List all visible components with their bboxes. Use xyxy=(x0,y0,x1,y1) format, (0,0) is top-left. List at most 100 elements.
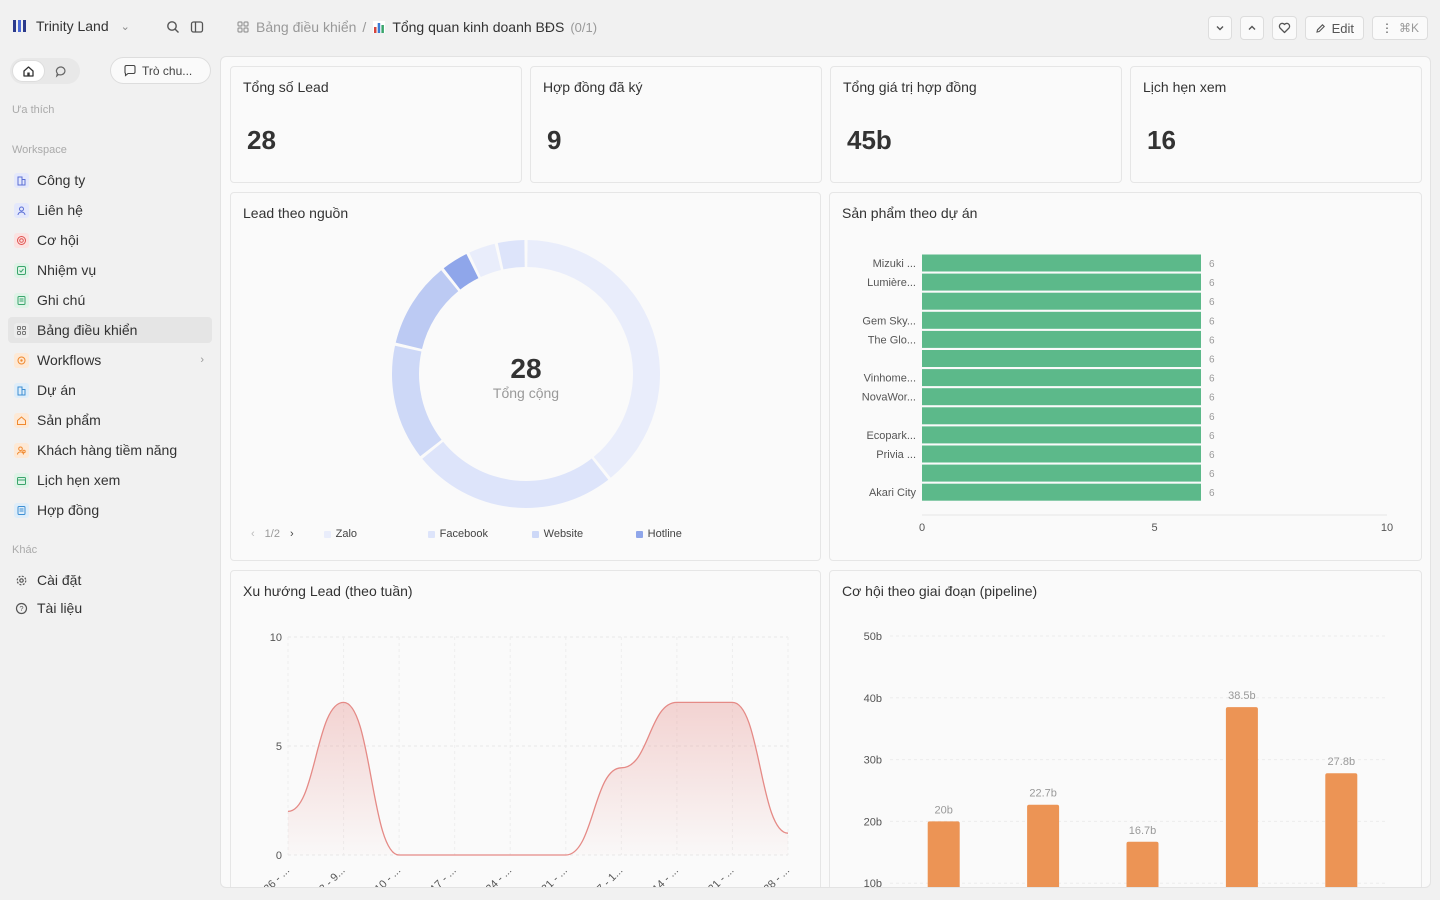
command-shortcut: ⌘K xyxy=(1398,21,1419,35)
new-chat-button[interactable]: Trò chu... xyxy=(110,57,211,84)
y-tick-label: Vinhome... xyxy=(864,373,916,385)
y-tick-label: 50b xyxy=(864,631,882,643)
sidebar-item-label: Lịch hẹn xem xyxy=(37,472,121,488)
user-icon xyxy=(14,202,29,218)
x-tick-label: 10 xyxy=(1381,522,1393,534)
data-label: 6 xyxy=(1209,355,1215,366)
chart-title: Cơ hội theo giai đoạn (pipeline) xyxy=(842,583,1038,599)
workspace-logo-icon xyxy=(12,18,28,34)
breadcrumb: Bảng điều khiển / Tổng quan kinh doanh B… xyxy=(236,19,597,35)
workspace-switcher[interactable]: Trinity Land ⌄ xyxy=(12,18,130,34)
sidebar-item-contracts[interactable]: Hợp đồng xyxy=(8,497,212,523)
y-tick-label: The Glo... xyxy=(868,334,916,346)
data-label: 16.7b xyxy=(1129,825,1157,837)
sidebar-item-settings[interactable]: Cài đặt xyxy=(8,567,212,593)
sidebar-item-docs[interactable]: ? Tài liệu xyxy=(8,595,212,621)
kpi-title: Tổng số Lead xyxy=(243,79,329,95)
svg-text:?: ? xyxy=(19,604,23,613)
legend-prev-icon[interactable]: ‹ xyxy=(251,528,255,540)
sidebar-item-label: Nhiệm vụ xyxy=(37,262,97,278)
donut-slice xyxy=(527,240,660,478)
kpi-title: Tổng giá trị hợp đồng xyxy=(843,79,977,95)
kpi-card-leads[interactable]: Tổng số Lead 28 xyxy=(230,66,522,183)
y-tick-label: Privia ... xyxy=(876,449,916,461)
bar xyxy=(922,273,1201,291)
sidebar-tabs xyxy=(10,58,80,84)
sidebar-item-appointments[interactable]: Lịch hẹn xem xyxy=(8,467,212,493)
sidebar-item-label: Dự án xyxy=(37,382,76,398)
sidebar-item-projects[interactable]: Dự án xyxy=(8,377,212,403)
products-bar-chart: 6 Mizuki ... 6 Lumière... 6 6 Gem Sky... 6 The G… xyxy=(862,254,1393,534)
kpi-title: Lịch hẹn xem xyxy=(1143,79,1227,95)
lead-source-chart-card[interactable]: Lead theo nguồn 28 Tổng cộng ‹ 1/2 › Zal… xyxy=(230,192,821,561)
edit-button[interactable]: Edit xyxy=(1304,16,1364,40)
data-label: 6 xyxy=(1209,259,1215,270)
chat-tab[interactable] xyxy=(45,60,78,82)
sidebar-item-workflows[interactable]: Workflows › xyxy=(8,347,212,373)
bar-chart-icon xyxy=(373,21,386,33)
bar xyxy=(922,464,1201,482)
chevron-right-icon: › xyxy=(200,354,204,366)
legend-label: Facebook xyxy=(439,528,488,540)
help-icon: ? xyxy=(14,601,29,616)
sidebar-item-products[interactable]: Sản phẩm xyxy=(8,407,212,433)
area-fill xyxy=(288,702,788,855)
breadcrumb-parent[interactable]: Bảng điều khiển xyxy=(256,19,357,35)
legend-pager: ‹ 1/2 › xyxy=(251,528,294,540)
bar xyxy=(922,292,1201,310)
x-tick-label: 5 xyxy=(1151,522,1157,534)
data-label: 6 xyxy=(1209,412,1215,423)
chart-legend: ‹ 1/2 › Zalo Facebook Website Hotline xyxy=(251,528,740,540)
bar xyxy=(922,445,1201,463)
lead-trend-chart-card[interactable]: Xu hướng Lead (theo tuần) 0 5 10 26 - ... 3 … xyxy=(230,570,821,888)
donut-slice xyxy=(395,270,459,349)
legend-swatch xyxy=(531,530,539,538)
page-title: Tổng quan kinh doanh BĐS xyxy=(392,19,565,35)
next-button[interactable] xyxy=(1239,16,1264,40)
dashboard-icon xyxy=(237,21,249,33)
sidebar-toggle-icon[interactable] xyxy=(190,20,204,34)
kpi-card-contract-value[interactable]: Tổng giá trị hợp đồng 45b xyxy=(830,66,1122,183)
sidebar-item-tasks[interactable]: Nhiệm vụ xyxy=(8,257,212,283)
donut-center-value: 28 xyxy=(510,353,541,384)
search-icon[interactable] xyxy=(166,20,180,34)
chevron-up-icon xyxy=(1248,25,1256,30)
previous-button[interactable] xyxy=(1207,16,1232,40)
kpi-title: Hợp đồng đã ký xyxy=(543,79,643,95)
kpi-card-contracts[interactable]: Hợp đồng đã ký 9 xyxy=(530,66,822,183)
bar xyxy=(922,254,1201,272)
legend-item[interactable]: Zalo xyxy=(323,528,428,540)
legend-next-icon[interactable]: › xyxy=(289,528,294,540)
chevron-down-icon: ⌄ xyxy=(120,20,130,33)
sidebar-item-contacts[interactable]: Liên hệ xyxy=(8,197,212,223)
x-tick-label: 14 - ... xyxy=(650,865,681,888)
favorite-button[interactable] xyxy=(1271,16,1297,40)
sidebar-item-label: Cơ hội xyxy=(37,232,79,248)
sidebar-item-leads[interactable]: Khách hàng tiềm năng xyxy=(8,437,212,463)
y-tick-label: Gem Sky... xyxy=(862,315,916,327)
legend-item[interactable]: Website xyxy=(531,528,636,540)
legend-swatch xyxy=(427,530,435,538)
sidebar-item-notes[interactable]: Ghi chú xyxy=(8,287,212,313)
data-label: 6 xyxy=(1209,431,1215,442)
sidebar-item-dashboards[interactable]: Bảng điều khiển xyxy=(8,317,212,343)
kpi-card-appointments[interactable]: Lịch hẹn xem 16 xyxy=(1130,66,1422,183)
home-tab[interactable] xyxy=(12,60,45,82)
chart-title: Sản phẩm theo dự án xyxy=(842,205,978,221)
sidebar-item-opportunities[interactable]: Cơ hội xyxy=(8,227,212,253)
legend-item[interactable]: Facebook xyxy=(427,528,532,540)
home-icon xyxy=(14,412,29,428)
dashboard-icon xyxy=(14,322,29,338)
pipeline-chart-card[interactable]: Cơ hội theo giai đoạn (pipeline) 10b 20b 3… xyxy=(829,570,1422,887)
legend-item[interactable]: Hotline xyxy=(635,528,740,540)
x-tick-label: 21 - ... xyxy=(706,865,737,888)
bar xyxy=(922,407,1201,425)
more-menu-button[interactable]: ⋮ ⌘K xyxy=(1371,16,1428,40)
note-icon xyxy=(14,292,29,308)
person-search-icon xyxy=(14,442,29,458)
products-chart-card[interactable]: Sản phẩm theo dự án 6 Mizuki ... 6 Lumière.… xyxy=(829,192,1422,561)
sidebar-item-label: Bảng điều khiển xyxy=(37,322,138,338)
top-bar: Trinity Land ⌄ Bảng điều khiển / Tổng qu… xyxy=(0,0,1440,56)
kpi-value: 9 xyxy=(547,125,562,155)
sidebar-item-companies[interactable]: Công ty xyxy=(8,167,212,193)
